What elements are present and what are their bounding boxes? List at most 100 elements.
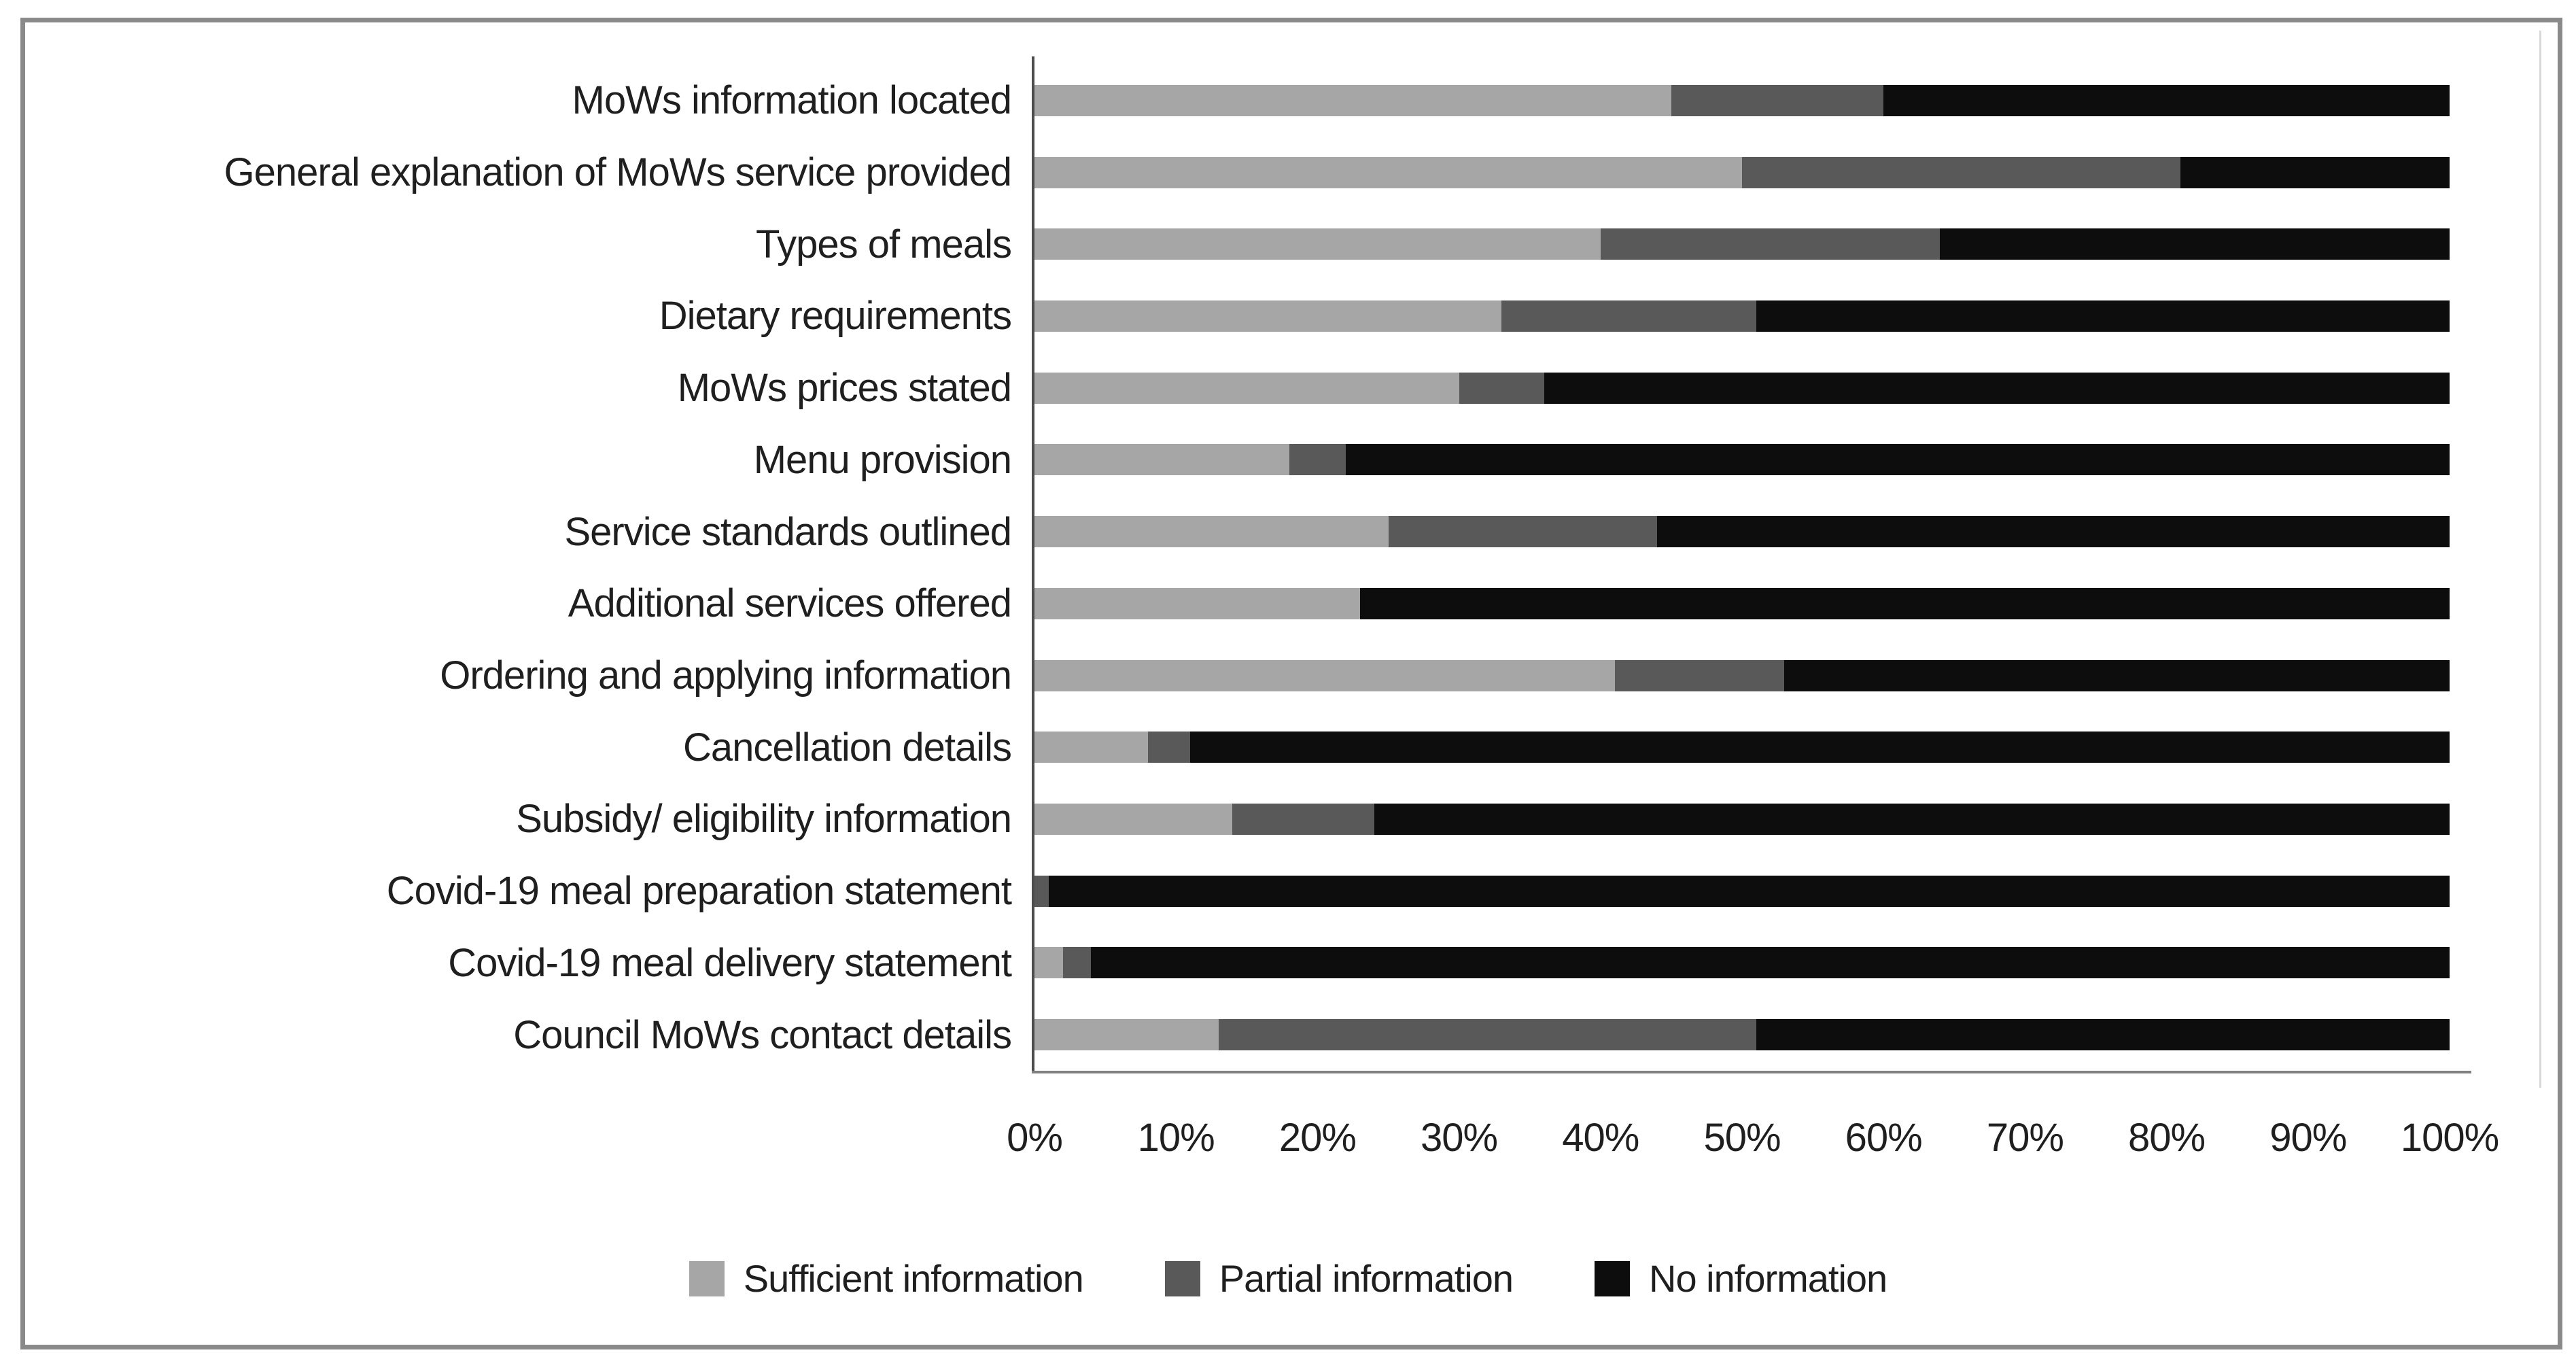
x-tick-label: 0% bbox=[1007, 1116, 1063, 1160]
bar-segment-sufficient bbox=[1034, 659, 1615, 691]
legend-label: Sufficient information bbox=[743, 1257, 1084, 1300]
bar-segment-no-information bbox=[1756, 300, 2450, 332]
bar-segment-no-information bbox=[1346, 444, 2450, 476]
legend-item: Sufficient information bbox=[689, 1256, 1084, 1301]
bar-segment-sufficient bbox=[1034, 1019, 1219, 1051]
legend-item: Partial information bbox=[1164, 1256, 1514, 1301]
legend-swatch-icon bbox=[689, 1260, 725, 1296]
bar-segment-sufficient bbox=[1034, 587, 1360, 619]
y-axis-line bbox=[1032, 56, 1034, 1073]
category-label: MoWs information located bbox=[572, 78, 1012, 123]
bar-segment-sufficient bbox=[1034, 156, 1742, 188]
bar-segment-no-information bbox=[1359, 587, 2450, 619]
bar-segment-sufficient bbox=[1034, 947, 1063, 979]
stacked-bar bbox=[1034, 516, 2450, 548]
x-axis-line bbox=[1032, 1071, 2471, 1073]
x-tick-label: 20% bbox=[1278, 1116, 1357, 1160]
stacked-bar bbox=[1034, 947, 2450, 979]
legend-label: Partial information bbox=[1219, 1257, 1514, 1300]
bar-row bbox=[1034, 855, 2450, 927]
bar-segment-partial bbox=[1147, 732, 1190, 763]
bar-segment-sufficient bbox=[1034, 372, 1459, 404]
stacked-bar bbox=[1034, 372, 2450, 404]
bar-segment-partial bbox=[1388, 516, 1658, 548]
bar-segment-partial bbox=[1501, 300, 1756, 332]
legend-label: No information bbox=[1649, 1257, 1887, 1300]
stacked-bar bbox=[1034, 803, 2450, 835]
stacked-bar bbox=[1034, 1019, 2450, 1051]
bar-segment-sufficient bbox=[1034, 803, 1233, 835]
bar-segment-no-information bbox=[1883, 84, 2450, 116]
bar-segment-sufficient bbox=[1034, 84, 1671, 116]
bar-segment-no-information bbox=[1940, 228, 2450, 260]
category-label: Covid-19 meal preparation statement bbox=[386, 869, 1012, 914]
bar-segment-partial bbox=[1232, 803, 1374, 835]
stacked-bar bbox=[1034, 84, 2450, 116]
category-label: Service standards outlined bbox=[564, 509, 1012, 554]
bar-segment-sufficient bbox=[1034, 732, 1148, 763]
category-label: Menu provision bbox=[753, 437, 1012, 482]
bar-row bbox=[1034, 783, 2450, 855]
bar-segment-sufficient bbox=[1034, 444, 1289, 476]
bar-row bbox=[1034, 352, 2450, 424]
bar-segment-no-information bbox=[1784, 659, 2450, 691]
bar-segment-partial bbox=[1671, 84, 1884, 116]
category-label: Types of meals bbox=[755, 222, 1012, 266]
plot-area bbox=[1034, 65, 2450, 1071]
x-tick-label: 40% bbox=[1562, 1116, 1639, 1160]
stacked-bar bbox=[1034, 875, 2450, 907]
category-label: General explanation of MoWs service prov… bbox=[224, 150, 1012, 195]
bar-segment-no-information bbox=[1374, 803, 2450, 835]
category-label: Subsidy/ eligibility information bbox=[516, 797, 1012, 842]
bar-segment-partial bbox=[1289, 444, 1346, 476]
category-label: Ordering and applying information bbox=[440, 653, 1012, 698]
category-label: Council MoWs contact details bbox=[513, 1012, 1012, 1057]
bar-row bbox=[1034, 640, 2450, 712]
stacked-bar bbox=[1034, 587, 2450, 619]
bar-segment-partial bbox=[1062, 947, 1092, 979]
x-tick-label: 80% bbox=[2128, 1116, 2206, 1160]
bar-segment-sufficient bbox=[1034, 300, 1502, 332]
bar-row bbox=[1034, 927, 2450, 999]
bar-segment-no-information bbox=[1544, 372, 2450, 404]
bar-segment-no-information bbox=[1190, 732, 2450, 763]
stacked-bar bbox=[1034, 228, 2450, 260]
bar-segment-no-information bbox=[1091, 947, 2450, 979]
legend-swatch-icon bbox=[1595, 1260, 1631, 1296]
stacked-bar bbox=[1034, 156, 2450, 188]
category-label: Covid-19 meal delivery statement bbox=[448, 940, 1012, 985]
bar-row bbox=[1034, 568, 2450, 640]
bar-segment-sufficient bbox=[1034, 516, 1389, 548]
bar-segment-partial bbox=[1742, 156, 2181, 188]
bar-row bbox=[1034, 65, 2450, 137]
category-label: MoWs prices stated bbox=[677, 366, 1012, 411]
category-axis-labels: MoWs information located General explanat… bbox=[41, 65, 1012, 1071]
category-label: Dietary requirements bbox=[659, 294, 1012, 339]
legend-swatch-icon bbox=[1164, 1260, 1200, 1296]
bar-segment-no-information bbox=[1756, 1019, 2450, 1051]
bar-row bbox=[1034, 999, 2450, 1071]
bar-row bbox=[1034, 496, 2450, 568]
x-tick-label: 100% bbox=[2400, 1116, 2499, 1160]
bar-segment-partial bbox=[1218, 1019, 1756, 1051]
x-axis-tick-labels: 0% 10% 20% 30% 40% 50% 60% 70% 80% 90% 100% bbox=[1007, 1115, 2499, 1176]
stacked-bar bbox=[1034, 659, 2450, 691]
bar-row bbox=[1034, 280, 2450, 352]
category-label: Additional services offered bbox=[568, 581, 1012, 626]
stacked-bar bbox=[1034, 732, 2450, 763]
bar-segment-partial bbox=[1459, 372, 1544, 404]
x-tick-label: 90% bbox=[2269, 1116, 2347, 1160]
legend: Sufficient information Partial informatio… bbox=[0, 1256, 2576, 1301]
bar-segment-partial bbox=[1034, 875, 1049, 907]
bar-segment-sufficient bbox=[1034, 228, 1601, 260]
stacked-bar bbox=[1034, 300, 2450, 332]
bar-segment-partial bbox=[1600, 228, 1940, 260]
bar-segment-no-information bbox=[1657, 516, 2450, 548]
bar-row bbox=[1034, 137, 2450, 209]
bar-row bbox=[1034, 208, 2450, 280]
stacked-bar bbox=[1034, 444, 2450, 476]
bar-segment-no-information bbox=[1048, 875, 2450, 907]
category-label: Cancellation details bbox=[683, 725, 1012, 770]
bar-segment-no-information bbox=[2180, 156, 2450, 188]
